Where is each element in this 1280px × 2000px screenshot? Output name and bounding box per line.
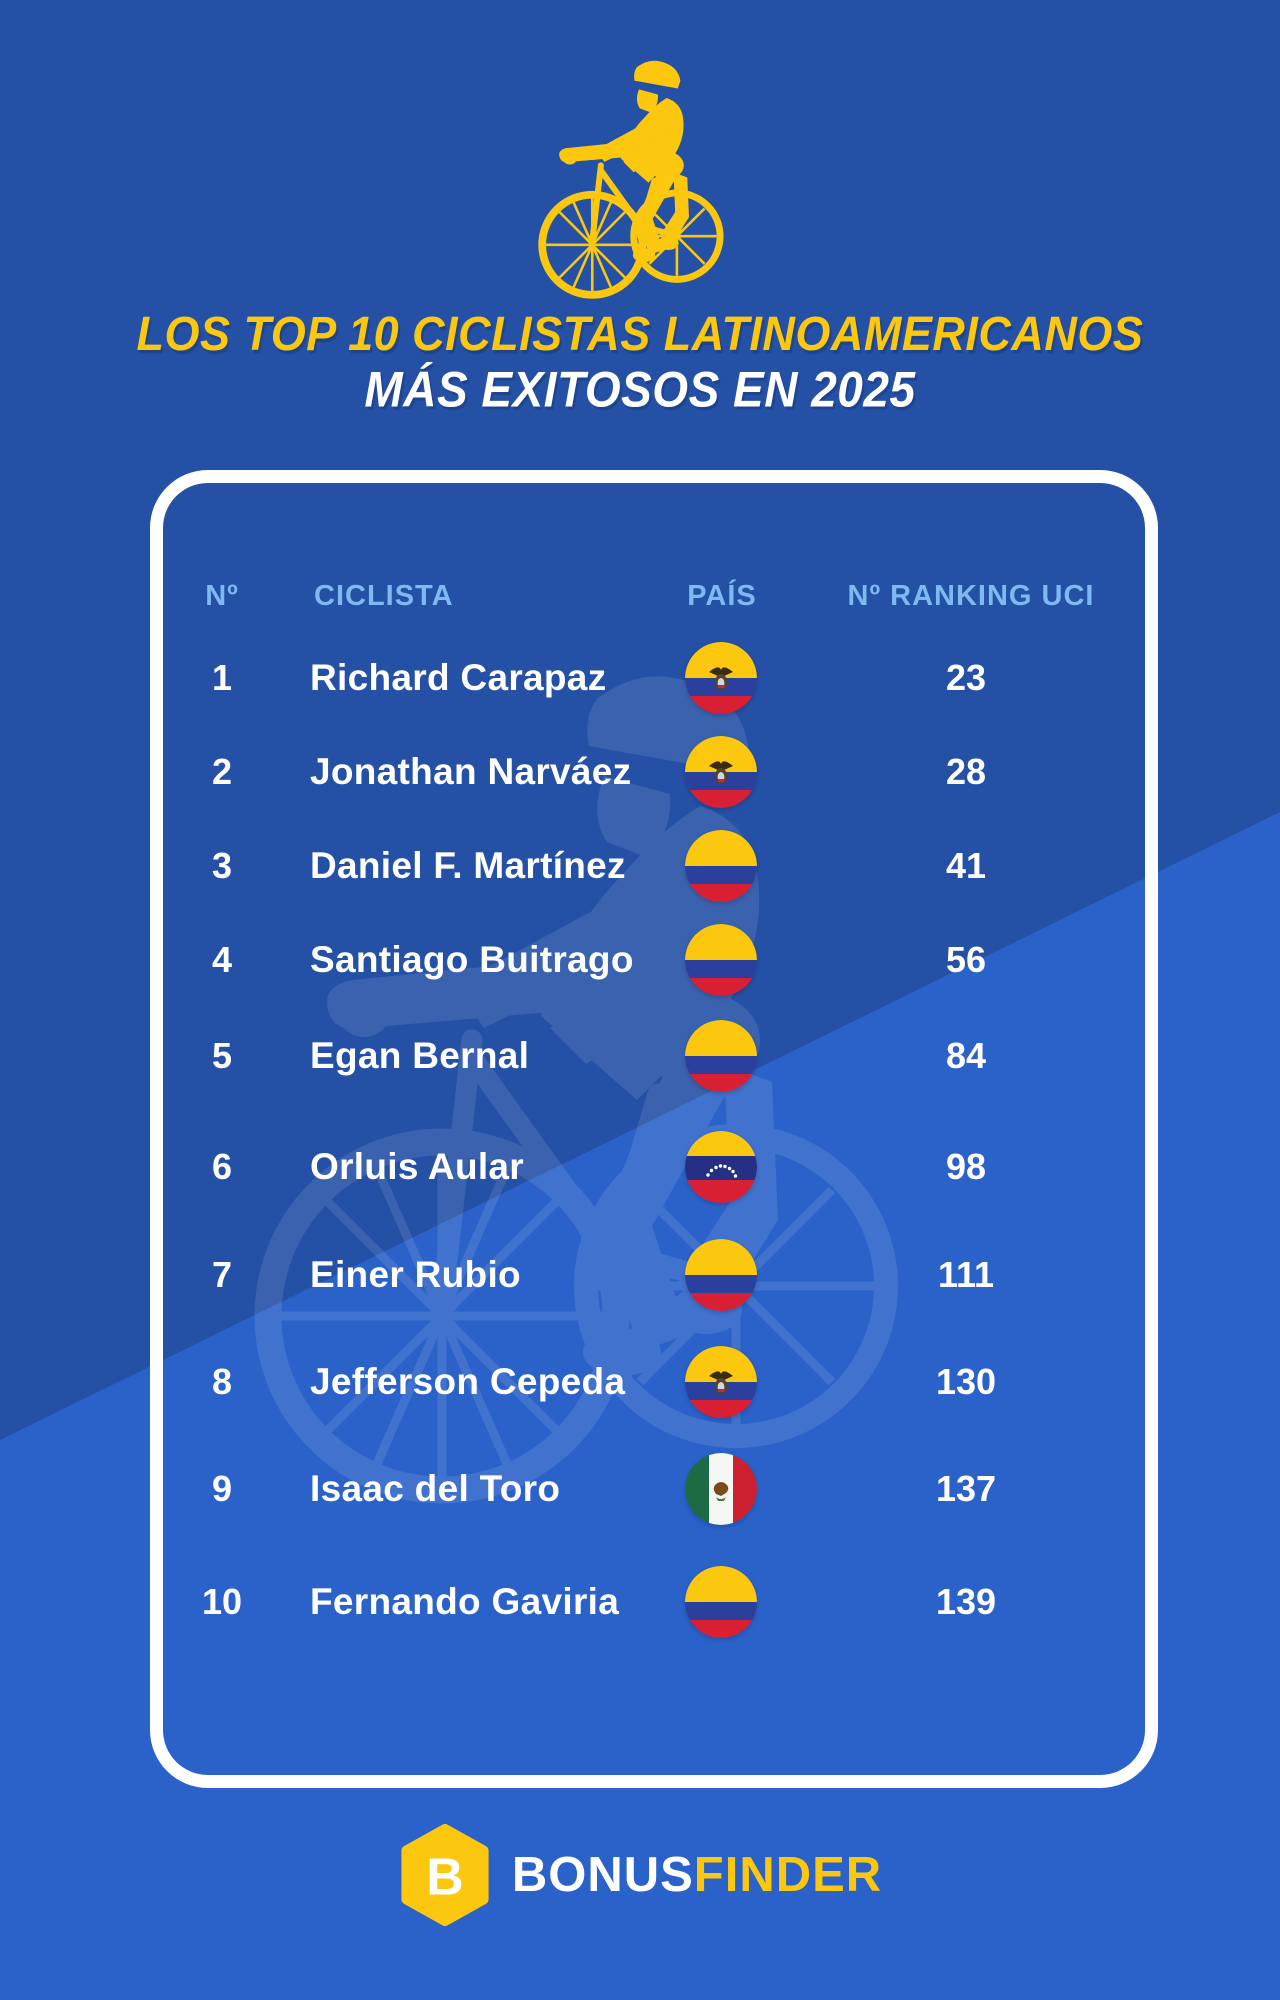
cyclist-name: Egan Bernal: [310, 1035, 530, 1076]
uci-ranking-value: 98: [945, 1146, 987, 1187]
rank-number: 1: [211, 657, 233, 698]
table-row: 6 Orluis Aular 98: [150, 1127, 1158, 1207]
cyclist-name: Jonathan Narváez: [310, 751, 632, 792]
cyclist-name: Fernando Gaviria: [310, 1581, 620, 1622]
rank-number: 5: [211, 1035, 233, 1076]
table-row: 3 Daniel F. Martínez 41: [150, 826, 1158, 906]
ecuador-flag-icon: [685, 1346, 757, 1418]
rank-number: 2: [211, 751, 233, 792]
colombia-flag-icon: [685, 1239, 757, 1311]
uci-ranking-value: 84: [945, 1035, 987, 1076]
column-header-cyclist: CICLISTA: [314, 580, 454, 612]
table-row: 1 Richard Carapaz 23: [150, 638, 1158, 718]
cyclist-name: Jefferson Cepeda: [310, 1361, 626, 1402]
cyclist-name: Daniel F. Martínez: [310, 845, 626, 886]
table-row: 10 Fernando Gaviria 139: [150, 1562, 1158, 1642]
brand-wordmark-bonus: BONUS: [511, 1848, 694, 1902]
rank-number: 3: [211, 845, 233, 886]
colombia-flag-icon: [685, 924, 757, 996]
uci-ranking-value: 23: [945, 657, 987, 698]
brand-footer: B BONUSFINDER: [0, 1820, 1280, 1930]
table-row: 5 Egan Bernal 84: [150, 1016, 1158, 1096]
cyclist-name: Isaac del Toro: [310, 1468, 561, 1509]
cyclist-name: Santiago Buitrago: [310, 939, 634, 980]
uci-ranking-value: 41: [945, 845, 987, 886]
table-row: 4 Santiago Buitrago 56: [150, 920, 1158, 1000]
column-header-uci-ranking: Nº RANKING UCI: [847, 580, 1095, 612]
rank-number: 7: [211, 1254, 233, 1295]
table-row: 2 Jonathan Narváez 28: [150, 732, 1158, 812]
venezuela-flag-icon: [685, 1131, 757, 1203]
cyclist-name: Richard Carapaz: [310, 657, 607, 698]
mexico-flag-icon: [685, 1453, 757, 1525]
rank-number: 6: [211, 1146, 233, 1187]
page-title-line2: MÁS EXITOSOS EN 2025: [364, 360, 916, 418]
rank-number: 9: [211, 1468, 233, 1509]
page-title-line1: LOS TOP 10 CICLISTAS LATINOAMERICANOS: [136, 305, 1144, 361]
bonusfinder-logo-icon: B: [401, 1824, 489, 1926]
uci-ranking-value: 56: [945, 939, 987, 980]
cyclist-icon: [537, 40, 727, 308]
colombia-flag-icon: [685, 1020, 757, 1092]
table-header-row: Nº CICLISTA PAÍS Nº RANKING UCI: [150, 570, 1158, 622]
column-header-country: PAÍS: [687, 580, 757, 612]
svg-text:B: B: [426, 1848, 464, 1906]
colombia-flag-icon: [685, 1566, 757, 1638]
ecuador-flag-icon: [685, 736, 757, 808]
ranking-card: Nº CICLISTA PAÍS Nº RANKING UCI 1 Richard…: [150, 470, 1158, 1788]
rank-number: 4: [211, 939, 233, 980]
rank-number: 8: [211, 1361, 233, 1402]
colombia-flag-icon: [685, 830, 757, 902]
uci-ranking-value: 139: [935, 1581, 997, 1622]
table-row: 9 Isaac del Toro 137: [150, 1449, 1158, 1529]
table-row: 7 Einer Rubio 111: [150, 1235, 1158, 1315]
uci-ranking-value: 28: [945, 751, 987, 792]
table-row: 8 Jefferson Cepeda 130: [150, 1342, 1158, 1422]
cyclist-name: Einer Rubio: [310, 1254, 521, 1295]
ecuador-flag-icon: [685, 642, 757, 714]
uci-ranking-value: 137: [935, 1468, 997, 1509]
cyclist-name: Orluis Aular: [310, 1146, 525, 1187]
uci-ranking-value: 111: [937, 1254, 995, 1295]
uci-ranking-value: 130: [935, 1361, 997, 1402]
rank-number: 10: [201, 1581, 243, 1622]
column-header-rank: Nº: [205, 580, 239, 612]
brand-wordmark-finder: FINDER: [693, 1848, 883, 1902]
brand-wordmark: BONUSFINDER: [512, 1824, 882, 1926]
